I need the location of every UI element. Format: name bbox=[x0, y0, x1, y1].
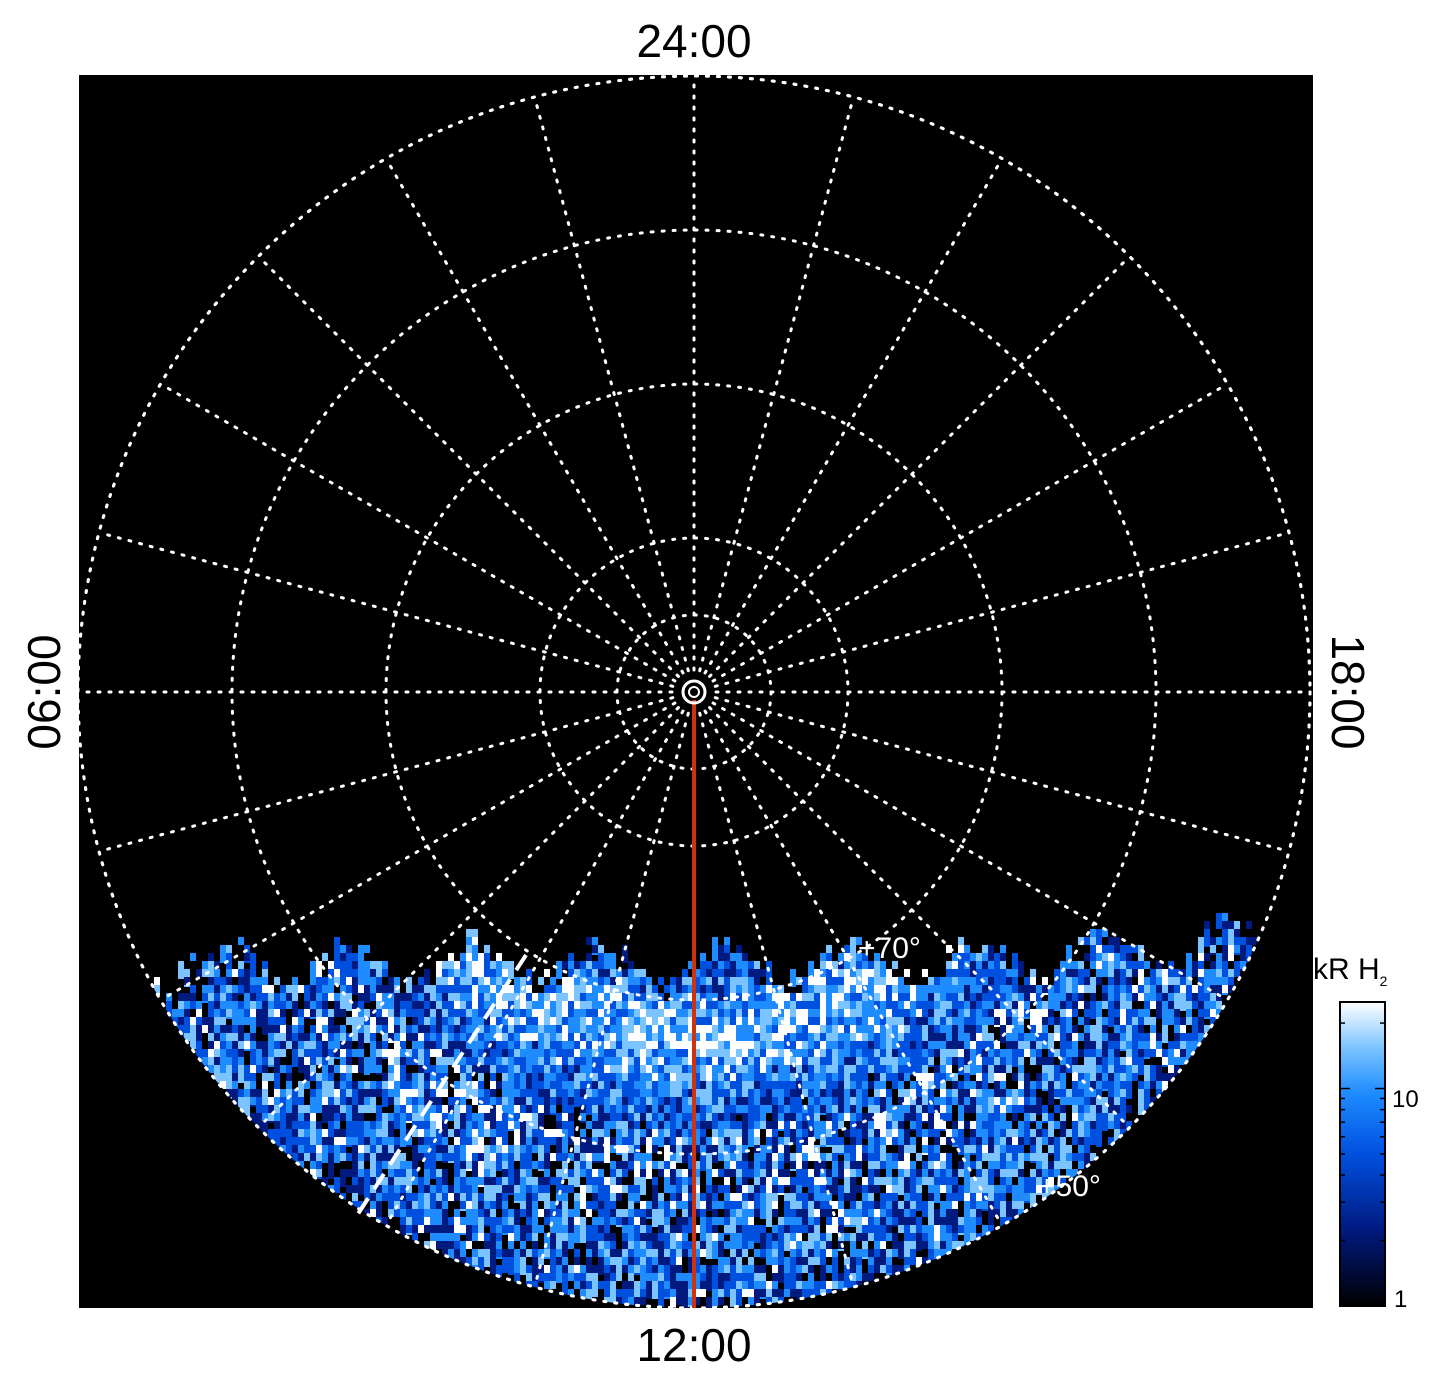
latitude-label-50: +50° bbox=[1038, 1170, 1101, 1203]
meridian-line bbox=[256, 706, 680, 1130]
meridian-line bbox=[533, 95, 690, 673]
meridian-line bbox=[703, 157, 1004, 675]
meridian-line bbox=[384, 709, 685, 1227]
meridian-line bbox=[159, 382, 677, 683]
meridian-line bbox=[533, 711, 690, 1289]
outer-latitude-circle bbox=[79, 75, 1312, 1308]
meridian-line bbox=[97, 531, 675, 688]
latitude-label-70: +70° bbox=[858, 932, 921, 965]
local-time-label-top: 24:00 bbox=[636, 15, 752, 67]
colorbar-gradient bbox=[1339, 1001, 1386, 1307]
local-time-label-left: 06:00 bbox=[18, 634, 70, 750]
colorbar-tick-label-1: 1 bbox=[1394, 1286, 1408, 1313]
colorbar-ticks bbox=[1340, 1022, 1385, 1307]
meridian-line bbox=[159, 701, 677, 1002]
meridian-line bbox=[97, 696, 675, 853]
local-time-label-bottom: 12:00 bbox=[636, 1319, 752, 1371]
colorbar-tick-label-10: 10 bbox=[1392, 1086, 1419, 1113]
pole-marker-outer bbox=[681, 679, 707, 705]
meridian-line bbox=[713, 531, 1291, 688]
meridian-line bbox=[384, 157, 685, 675]
meridian-line bbox=[256, 254, 680, 678]
colorbar-title-main: kR H bbox=[1313, 953, 1380, 986]
pole-marker-inner bbox=[688, 686, 700, 698]
colorbar-title: kR H2 bbox=[1313, 953, 1388, 989]
meridian-line bbox=[698, 711, 855, 1289]
meridian-line bbox=[713, 696, 1291, 853]
dashed-reference-line bbox=[354, 953, 528, 1219]
local-time-label-right: 18:00 bbox=[1322, 634, 1374, 750]
meridian-line bbox=[708, 706, 1132, 1130]
meridian-line bbox=[711, 382, 1229, 683]
colorbar-title-subscript: 2 bbox=[1379, 973, 1388, 989]
grid-layer bbox=[79, 75, 1312, 1308]
meridian-line bbox=[708, 254, 1132, 678]
meridian-line bbox=[711, 701, 1229, 1002]
meridian-line bbox=[703, 709, 1004, 1227]
meridian-line bbox=[698, 95, 855, 673]
